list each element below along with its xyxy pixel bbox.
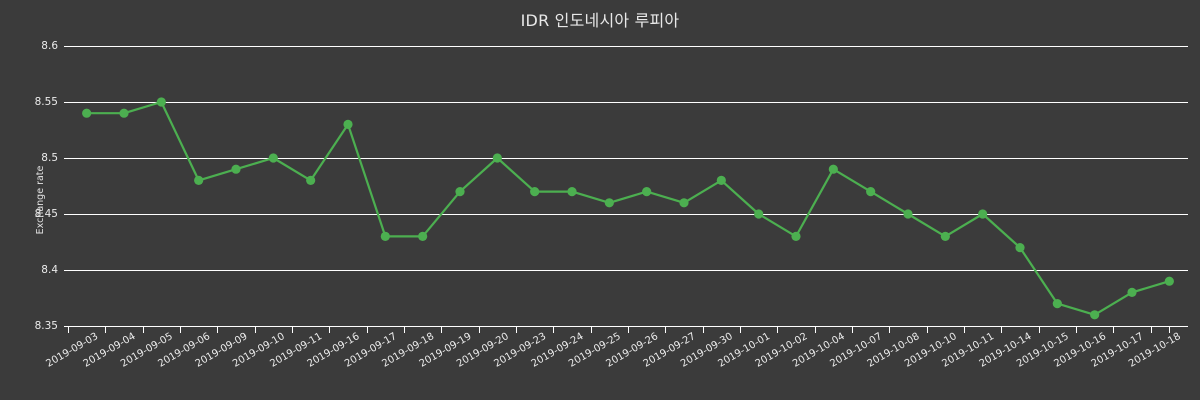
y-tick-label: 8.5 [41, 152, 58, 164]
data-point [1127, 287, 1137, 297]
data-point [940, 231, 950, 241]
data-series-line [85, 100, 1171, 316]
data-point [530, 187, 540, 197]
data-point [343, 119, 353, 129]
data-point [754, 209, 764, 219]
gridlines [64, 46, 1188, 327]
data-point [978, 209, 988, 219]
y-tick-label: 8.4 [41, 264, 58, 276]
data-point [380, 231, 390, 241]
data-point [418, 231, 428, 241]
chart-title: IDR 인도네시아 루피아 [520, 11, 680, 30]
data-point-markers [82, 97, 1174, 320]
data-point [604, 198, 614, 208]
data-point [828, 164, 838, 174]
data-point [791, 231, 801, 241]
data-point [231, 164, 241, 174]
data-point [903, 209, 913, 219]
y-tick-label: 8.6 [41, 40, 58, 52]
x-tick-labels: 2019-09-032019-09-042019-09-052019-09-06… [44, 331, 1182, 370]
data-point [1090, 310, 1100, 320]
data-point [268, 153, 278, 163]
data-point [455, 187, 465, 197]
data-point [1164, 276, 1174, 286]
data-point [642, 187, 652, 197]
y-tick-labels: 8.35 8.4 8.45 8.5 8.55 8.6 [35, 40, 59, 332]
data-point [194, 175, 204, 185]
data-point [866, 187, 876, 197]
data-point [1052, 299, 1062, 309]
y-tick-label: 8.35 [35, 320, 58, 332]
data-point [1015, 243, 1025, 253]
data-point [716, 175, 726, 185]
data-point [119, 108, 129, 118]
data-point [156, 97, 166, 107]
y-tick-label: 8.45 [35, 208, 58, 220]
series-line [85, 100, 1171, 316]
data-point [679, 198, 689, 208]
data-point [492, 153, 502, 163]
x-tick-marks [68, 326, 1170, 333]
data-point [82, 108, 92, 118]
data-point [567, 187, 577, 197]
data-point [306, 175, 316, 185]
y-tick-label: 8.55 [35, 96, 58, 108]
